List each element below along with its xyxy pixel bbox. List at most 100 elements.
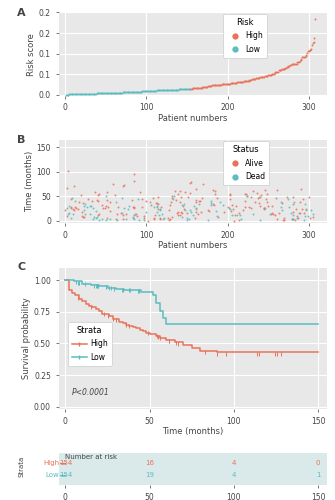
Point — [222, 80, 228, 88]
Point — [97, 90, 103, 98]
Point — [280, 65, 285, 73]
Point — [270, 210, 275, 218]
Point — [179, 86, 185, 94]
Point — [290, 208, 295, 216]
Point — [96, 90, 101, 98]
Point — [97, 190, 102, 198]
Point — [262, 204, 267, 212]
Point — [294, 60, 299, 68]
Point — [261, 73, 267, 81]
Text: P<0.0001: P<0.0001 — [72, 388, 110, 397]
Point — [278, 198, 284, 206]
Point — [73, 278, 79, 286]
Point — [208, 197, 214, 205]
Point — [274, 68, 280, 76]
Point — [227, 190, 232, 198]
Point — [88, 90, 93, 98]
Point — [246, 76, 251, 84]
Point — [137, 88, 142, 96]
Point — [91, 282, 96, 290]
Point — [224, 80, 229, 88]
Point — [168, 86, 174, 94]
Point — [251, 75, 256, 83]
Point — [208, 82, 213, 90]
Point — [100, 89, 105, 97]
Point — [104, 202, 109, 210]
Point — [96, 210, 102, 218]
Point — [278, 66, 284, 74]
Point — [114, 210, 119, 218]
Point — [65, 167, 70, 175]
Point — [87, 90, 92, 98]
Point — [253, 198, 258, 205]
Point — [256, 193, 261, 201]
Point — [303, 212, 308, 220]
Point — [262, 204, 267, 212]
Point — [171, 86, 177, 94]
Point — [177, 86, 182, 94]
Point — [220, 200, 225, 208]
Point — [232, 210, 238, 218]
Point — [157, 206, 163, 214]
Point — [70, 210, 75, 218]
Point — [267, 71, 272, 79]
Point — [274, 68, 279, 76]
Point — [250, 187, 256, 195]
Point — [193, 214, 198, 222]
Point — [160, 86, 165, 94]
Point — [135, 212, 140, 220]
Point — [291, 60, 296, 68]
Point — [260, 73, 265, 81]
Point — [85, 90, 90, 98]
Point — [180, 209, 185, 217]
Point — [290, 60, 295, 68]
Point — [177, 198, 183, 206]
Point — [214, 194, 220, 202]
Point — [271, 70, 276, 78]
Point — [170, 196, 176, 203]
Point — [166, 216, 172, 224]
Point — [169, 213, 175, 221]
Point — [119, 88, 125, 96]
Point — [155, 333, 161, 341]
Point — [195, 84, 200, 92]
Point — [155, 200, 160, 208]
Point — [151, 86, 156, 94]
Point — [147, 87, 152, 95]
Point — [121, 204, 126, 212]
Point — [157, 206, 163, 214]
Point — [162, 86, 168, 94]
Point — [114, 215, 119, 223]
Point — [290, 192, 295, 200]
Point — [123, 210, 128, 218]
Point — [214, 81, 220, 89]
Point — [112, 285, 117, 293]
Point — [223, 350, 228, 358]
Point — [248, 192, 253, 200]
Point — [91, 204, 96, 212]
Point — [249, 76, 255, 84]
Point — [135, 287, 141, 295]
Point — [250, 210, 255, 218]
Point — [205, 82, 211, 90]
Point — [82, 280, 88, 288]
Point — [122, 88, 127, 96]
Point — [236, 78, 242, 86]
Point — [204, 83, 209, 91]
Point — [75, 294, 81, 302]
X-axis label: Patient numbers: Patient numbers — [158, 114, 227, 123]
Point — [108, 206, 113, 214]
Point — [305, 47, 311, 55]
Point — [191, 84, 196, 92]
Point — [236, 78, 241, 86]
Point — [163, 86, 169, 94]
Point — [103, 204, 108, 212]
Point — [88, 202, 94, 210]
Point — [307, 46, 312, 54]
Text: 154: 154 — [59, 460, 72, 466]
Point — [222, 80, 227, 88]
Point — [82, 90, 87, 98]
Point — [151, 194, 156, 202]
Legend: High, Low: High, Low — [68, 322, 112, 366]
Point — [96, 90, 102, 98]
